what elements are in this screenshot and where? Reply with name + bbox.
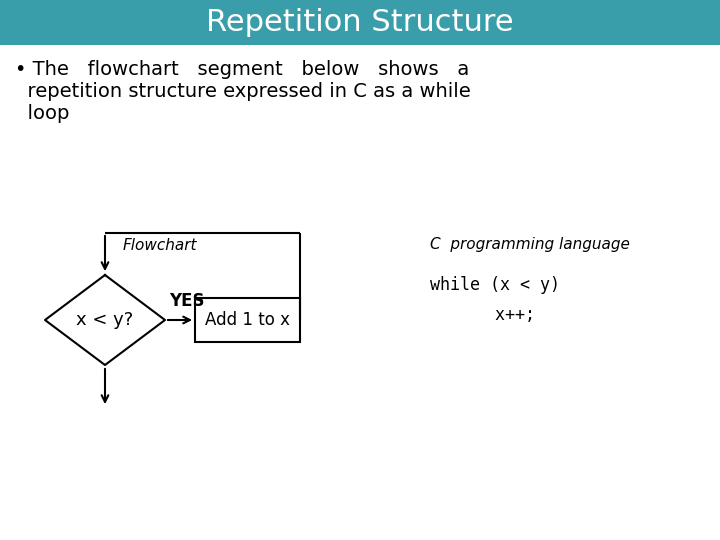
Bar <box>0 0 720 45</box>
Text: x < y?: x < y? <box>76 311 134 329</box>
Text: repetition structure expressed in C as a while: repetition structure expressed in C as a… <box>15 82 471 101</box>
Text: • The   flowchart   segment   below   shows   a: • The flowchart segment below shows a <box>15 60 469 79</box>
Text: Flowchart: Flowchart <box>122 238 197 253</box>
Text: while (x < y): while (x < y) <box>430 276 560 294</box>
Text: x++;: x++; <box>455 306 535 324</box>
Text: Add 1 to x: Add 1 to x <box>205 311 290 329</box>
Text: Repetition Structure: Repetition Structure <box>206 8 514 37</box>
Text: C  programming language: C programming language <box>430 238 630 253</box>
Text: loop: loop <box>15 104 69 123</box>
Text: YES: YES <box>169 292 204 310</box>
Bar <box>195 298 300 342</box>
